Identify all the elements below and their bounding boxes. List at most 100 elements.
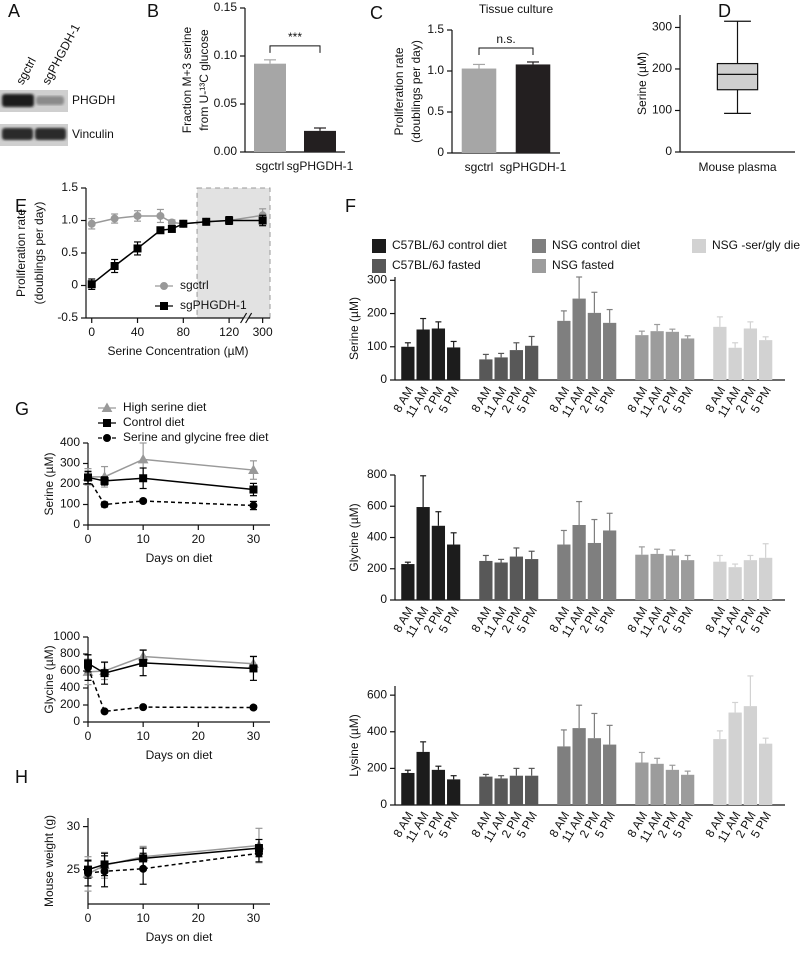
bar [431, 328, 446, 380]
axis-break [240, 312, 248, 324]
x-axis-label: Days on diet [146, 930, 213, 944]
bar [650, 763, 664, 805]
bar [304, 130, 336, 152]
y-axis-label: Serine (µM) [42, 453, 56, 516]
x-tick-label: 10 [136, 729, 150, 743]
series-line [87, 655, 254, 673]
x-tick-label: 30 [247, 532, 261, 546]
marker [249, 485, 258, 494]
x-tick-label: Mouse plasma [698, 160, 776, 174]
marker [103, 419, 111, 427]
y-tick-label: 100 [60, 497, 80, 511]
bar [479, 560, 493, 600]
marker [156, 211, 165, 220]
marker [179, 219, 188, 228]
bar [525, 559, 539, 600]
x-tick-label: 10 [136, 532, 150, 546]
panel-letter: F [345, 196, 356, 216]
bar [416, 329, 430, 380]
lane-label: sgctrl [13, 55, 39, 87]
y-tick-label: 0 [380, 592, 387, 606]
series-line [87, 852, 260, 874]
y-tick-label: 0.5 [427, 104, 444, 118]
x-tick-label: sgPHGDH-1 [500, 160, 567, 174]
legend-label: sgctrl [180, 278, 209, 292]
series-line [87, 847, 260, 871]
y-tick-label: 600 [367, 687, 387, 701]
y-tick-label: 200 [60, 697, 80, 711]
bar [254, 63, 286, 152]
marker [248, 464, 259, 475]
y-tick-label: 0 [73, 517, 80, 531]
bar [665, 555, 680, 600]
y-tick-label: 1.5 [61, 180, 78, 194]
highlight-region [196, 187, 271, 319]
y-tick-label: 100 [367, 339, 387, 353]
bar [635, 335, 649, 380]
legend-swatch [372, 259, 386, 273]
marker [110, 214, 119, 223]
bar [416, 751, 430, 805]
series-line [87, 477, 254, 507]
y-tick-label: 0.00 [214, 144, 238, 158]
y-tick-label: 200 [367, 761, 387, 775]
bar [461, 68, 497, 153]
marker [202, 217, 211, 226]
marker [139, 497, 148, 506]
y-tick-label: 400 [367, 530, 387, 544]
y-axis-label: Serine (µM) [635, 52, 649, 115]
marker [84, 473, 92, 482]
bar [603, 744, 617, 805]
y-tick-label: 0.5 [61, 245, 78, 259]
legend-swatch [692, 239, 706, 253]
legend-label: NSG fasted [552, 258, 614, 272]
y-tick-label: 400 [367, 724, 387, 738]
marker [139, 658, 148, 667]
legend-label: NSG -ser/gly diet [712, 238, 800, 252]
bar [713, 561, 727, 600]
bar [572, 298, 586, 380]
x-tick-label: 20 [192, 729, 206, 743]
y-tick-label: 1.0 [427, 63, 444, 77]
y-tick-label: 800 [60, 646, 80, 660]
marker [84, 869, 92, 878]
bar [525, 775, 539, 805]
y-axis-label: Mouse weight (g) [42, 815, 56, 907]
y-tick-label: 0 [665, 144, 672, 158]
y-tick-label: 0.15 [214, 0, 238, 14]
series-line [87, 662, 254, 674]
lane-label: sgPHGDH-1 [39, 21, 83, 87]
y-tick-label: 30 [67, 819, 81, 833]
y-tick-label: 0 [437, 145, 444, 159]
x-tick-label: 30 [247, 729, 261, 743]
bar [587, 542, 602, 600]
y-tick-label: 1000 [53, 629, 80, 643]
y-tick-label: 400 [60, 435, 80, 449]
x-tick-label: 0 [85, 532, 92, 546]
y-tick-label: 200 [367, 306, 387, 320]
bar [603, 322, 617, 380]
bar [572, 525, 586, 600]
significance-label: *** [288, 30, 302, 44]
x-tick-label: 30 [247, 911, 261, 925]
box [716, 62, 759, 91]
y-tick-label: 800 [367, 467, 387, 481]
x-tick-label: 20 [192, 911, 206, 925]
x-tick-label: sgctrl [256, 159, 285, 173]
bar [713, 739, 727, 805]
x-tick-label: 0 [85, 729, 92, 743]
bar [665, 331, 680, 380]
legend-label: sgPHGDH-1 [180, 298, 247, 312]
y-tick-label: 0 [73, 714, 80, 728]
legend-label: Control diet [123, 415, 185, 429]
y-tick-label: 200 [652, 61, 672, 75]
y-tick-label: 200 [60, 476, 80, 490]
bar [759, 743, 773, 805]
bar [509, 556, 524, 600]
y-tick-label: 200 [367, 561, 387, 575]
marker [156, 226, 165, 235]
marker [167, 224, 176, 233]
significance-bracket [478, 47, 534, 55]
marker [84, 663, 92, 672]
